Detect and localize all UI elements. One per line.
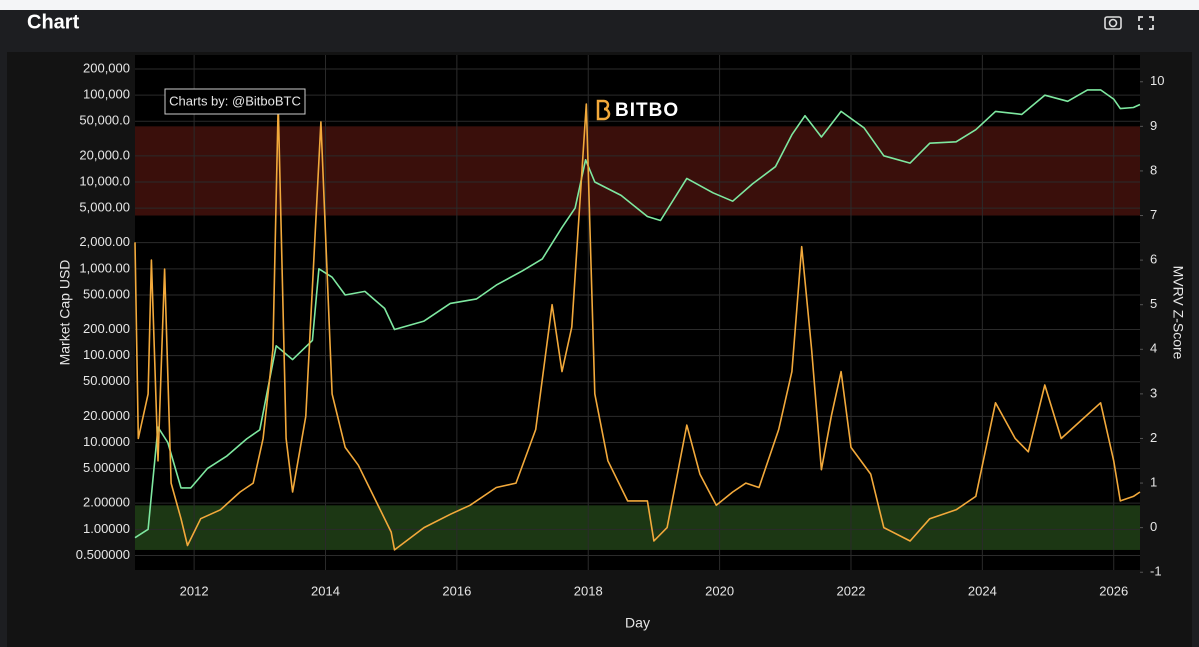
y2-tick-label: 6 bbox=[1150, 252, 1157, 267]
watermark: BITBO bbox=[615, 100, 679, 121]
fullscreen-icon[interactable] bbox=[1138, 16, 1154, 30]
x-tick-label: 2022 bbox=[837, 583, 866, 598]
x-tick-label: 2026 bbox=[1099, 583, 1128, 598]
series-line bbox=[134, 103, 1141, 551]
y-tick-label: 100.000 bbox=[83, 347, 130, 362]
y2-tick-label: -1 bbox=[1150, 564, 1162, 579]
y2-tick-label: 7 bbox=[1150, 207, 1157, 222]
x-axis-title: Day bbox=[625, 615, 650, 631]
y2-tick-label: 4 bbox=[1150, 341, 1157, 356]
y-tick-label: 5.00000 bbox=[83, 460, 130, 475]
y2-tick-label: 10 bbox=[1150, 73, 1164, 88]
y-tick-label: 50,000.0 bbox=[79, 113, 130, 128]
y2-tick-label: 8 bbox=[1150, 162, 1157, 177]
y2-tick-label: 1 bbox=[1150, 474, 1157, 489]
annotation: Charts by: @BitboBTC bbox=[169, 93, 301, 108]
y2-tick-label: 2 bbox=[1150, 430, 1157, 445]
y-tick-label: 10,000.0 bbox=[79, 173, 130, 188]
y-tick-label: 200.000 bbox=[83, 321, 130, 336]
top-strip bbox=[0, 0, 1199, 10]
y2-tick-label: 0 bbox=[1150, 519, 1157, 534]
x-tick-label: 2014 bbox=[311, 583, 340, 598]
y-tick-label: 1.00000 bbox=[83, 521, 130, 536]
x-tick-label: 2012 bbox=[180, 583, 209, 598]
y-tick-label: 2.00000 bbox=[83, 495, 130, 510]
x-tick-label: 2024 bbox=[968, 583, 997, 598]
watermark-icon bbox=[596, 99, 611, 121]
y-tick-label: 10.0000 bbox=[83, 434, 130, 449]
y-tick-label: 500.000 bbox=[83, 286, 130, 301]
camera-icon[interactable] bbox=[1104, 16, 1122, 30]
x-tick-label: 2018 bbox=[574, 583, 603, 598]
y-tick-label: 20.0000 bbox=[83, 408, 130, 423]
y2-tick-label: 5 bbox=[1150, 296, 1157, 311]
y2-axis-title: MVRV Z-Score bbox=[1170, 266, 1186, 360]
x-tick-label: 2020 bbox=[705, 583, 734, 598]
y-tick-label: 5,000.00 bbox=[79, 200, 130, 215]
y-tick-label: 50.0000 bbox=[83, 373, 130, 388]
y-tick-label: 100,000 bbox=[83, 87, 130, 102]
annotation-box bbox=[164, 88, 306, 115]
y-tick-label: 20,000.0 bbox=[79, 147, 130, 162]
panel-title: Chart bbox=[27, 11, 80, 33]
y-tick-label: 200,000 bbox=[83, 60, 130, 75]
band bbox=[135, 505, 1140, 550]
y2-tick-label: 9 bbox=[1150, 118, 1157, 133]
x-tick-label: 2016 bbox=[442, 583, 471, 598]
y-axis-title: Market Cap USD bbox=[57, 260, 73, 366]
y-tick-label: 0.500000 bbox=[76, 547, 130, 562]
y-tick-label: 2,000.00 bbox=[79, 234, 130, 249]
series-line bbox=[134, 89, 1141, 539]
band bbox=[135, 126, 1140, 216]
y2-tick-label: 3 bbox=[1150, 385, 1157, 400]
y-tick-label: 1,000.00 bbox=[79, 260, 130, 275]
